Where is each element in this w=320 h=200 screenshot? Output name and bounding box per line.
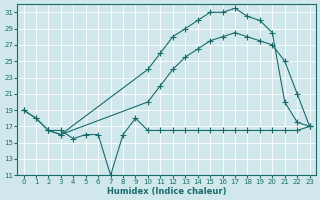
X-axis label: Humidex (Indice chaleur): Humidex (Indice chaleur) <box>107 187 226 196</box>
